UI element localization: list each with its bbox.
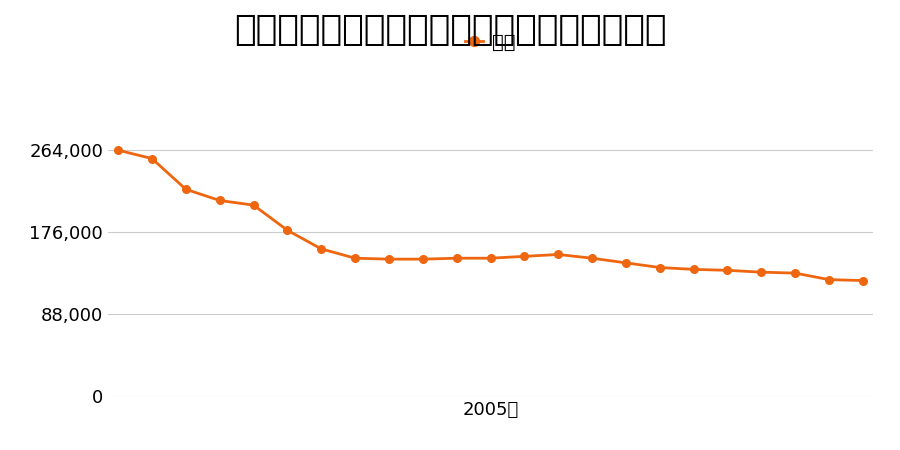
価格 — [756, 270, 767, 275]
価格 — [112, 148, 123, 153]
価格 — [181, 187, 192, 192]
価格 — [282, 228, 292, 233]
価格 — [485, 256, 496, 261]
価格 — [858, 278, 868, 283]
価格 — [248, 202, 259, 208]
価格 — [688, 267, 699, 272]
価格 — [620, 260, 631, 265]
価格 — [147, 156, 158, 161]
Text: 兵庫県宝塚市亀井町１１３番１外の地価推移: 兵庫県宝塚市亀井町１１３番１外の地価推移 — [234, 14, 666, 48]
価格 — [451, 256, 462, 261]
価格 — [214, 198, 225, 203]
価格 — [654, 265, 665, 270]
Legend: 価格: 価格 — [465, 33, 516, 52]
価格 — [519, 254, 530, 259]
価格 — [418, 256, 428, 262]
価格 — [383, 256, 394, 262]
価格 — [824, 277, 834, 282]
Line: 価格: 価格 — [114, 146, 867, 284]
価格 — [587, 256, 598, 261]
価格 — [316, 246, 327, 252]
価格 — [350, 256, 361, 261]
価格 — [553, 252, 563, 257]
価格 — [722, 268, 733, 273]
価格 — [789, 270, 800, 276]
